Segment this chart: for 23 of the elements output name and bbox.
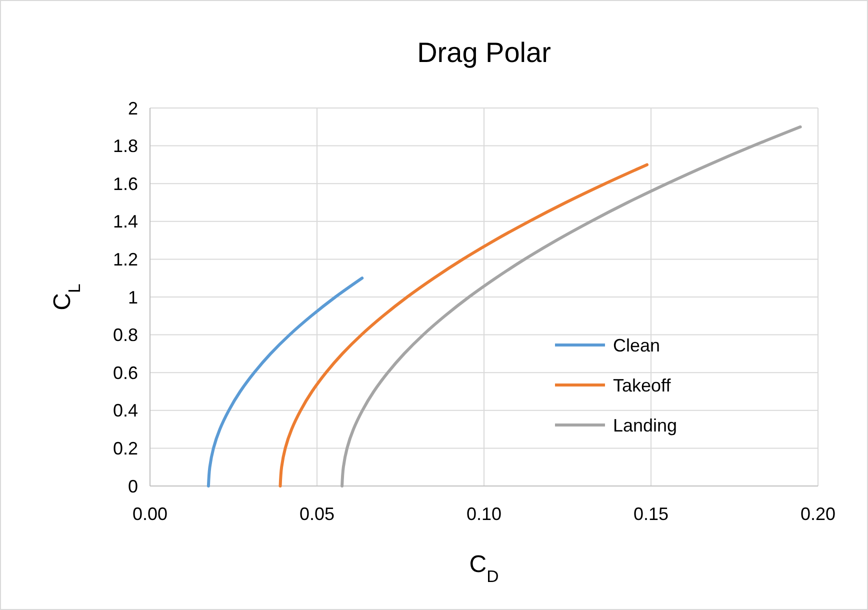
y-tick-label: 0.2 — [112, 438, 138, 458]
y-tick-label: 0.6 — [112, 362, 138, 383]
y-tick-label: 1 — [128, 287, 138, 308]
legend-label: Landing — [613, 415, 678, 436]
x-axis-title: C$_{D}$ — [469, 551, 499, 586]
legend-label: Takeoff — [613, 375, 672, 396]
x-tick-label: 0.00 — [132, 504, 168, 524]
y-tick-label: 1.6 — [112, 174, 138, 194]
chart-title: Drag Polar — [417, 37, 551, 68]
line-series — [206, 276, 364, 488]
x-tick-label: 0.20 — [800, 504, 836, 524]
y-tick-label: 1.2 — [112, 250, 138, 270]
y-tick-label: 1.4 — [112, 212, 138, 232]
legend-label: Clean — [613, 335, 660, 356]
x-tick-label: 0.05 — [299, 504, 335, 524]
line-series — [340, 125, 802, 488]
y-tick-label: 2 — [128, 98, 138, 118]
y-tick-label: 1.8 — [112, 136, 138, 156]
y-tick-label: 0.8 — [112, 325, 138, 346]
x-tick-label: 0.10 — [466, 504, 502, 524]
x-tick-label: 0.15 — [633, 504, 669, 524]
y-tick-label: 0 — [128, 476, 138, 496]
y-tick-label: 0.4 — [112, 400, 138, 421]
